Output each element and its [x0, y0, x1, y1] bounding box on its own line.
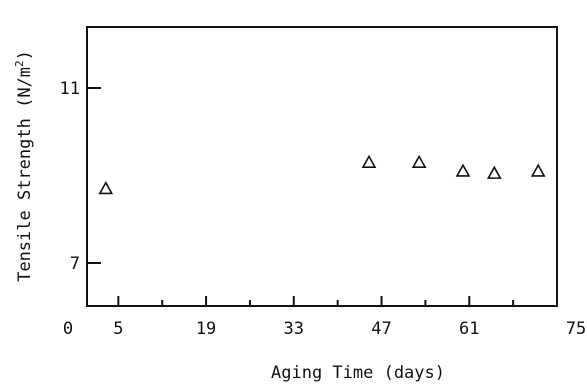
x-tick-label: 19	[196, 319, 216, 339]
y-tick-marks	[87, 87, 101, 264]
x-tick-marks	[117, 296, 515, 306]
data-point-triangle	[361, 154, 377, 168]
y-axis-title: Tensile Strength (N/m2)	[13, 50, 35, 282]
data-point-triangle	[530, 163, 546, 177]
y-tick-label: 7	[70, 254, 80, 274]
y-axis-title-sup: 2	[13, 60, 26, 67]
x-tick-label: 47	[371, 319, 391, 339]
plot-frame	[86, 26, 558, 307]
y-tick-labels: 7 11	[60, 79, 80, 274]
x-tick-label: 0	[63, 319, 73, 339]
x-tick-label: 5	[113, 319, 123, 339]
x-tick-label: 61	[459, 319, 479, 339]
y-axis-title-main: Tensile Strength (N/m	[15, 67, 35, 282]
y-axis-title-close: )	[15, 50, 35, 60]
data-points	[98, 154, 546, 195]
data-point-triangle	[98, 180, 114, 195]
x-tick-labels: 0 5 19 33 47 61 75	[63, 319, 586, 339]
data-point-triangle	[411, 154, 427, 168]
x-tick-label: 75	[566, 319, 586, 339]
y-tick-label: 11	[60, 79, 80, 99]
x-tick-label: 33	[284, 319, 304, 339]
x-axis-title: Aging Time (days)	[271, 363, 445, 383]
data-point-triangle	[455, 163, 471, 177]
data-point-triangle	[486, 165, 502, 179]
